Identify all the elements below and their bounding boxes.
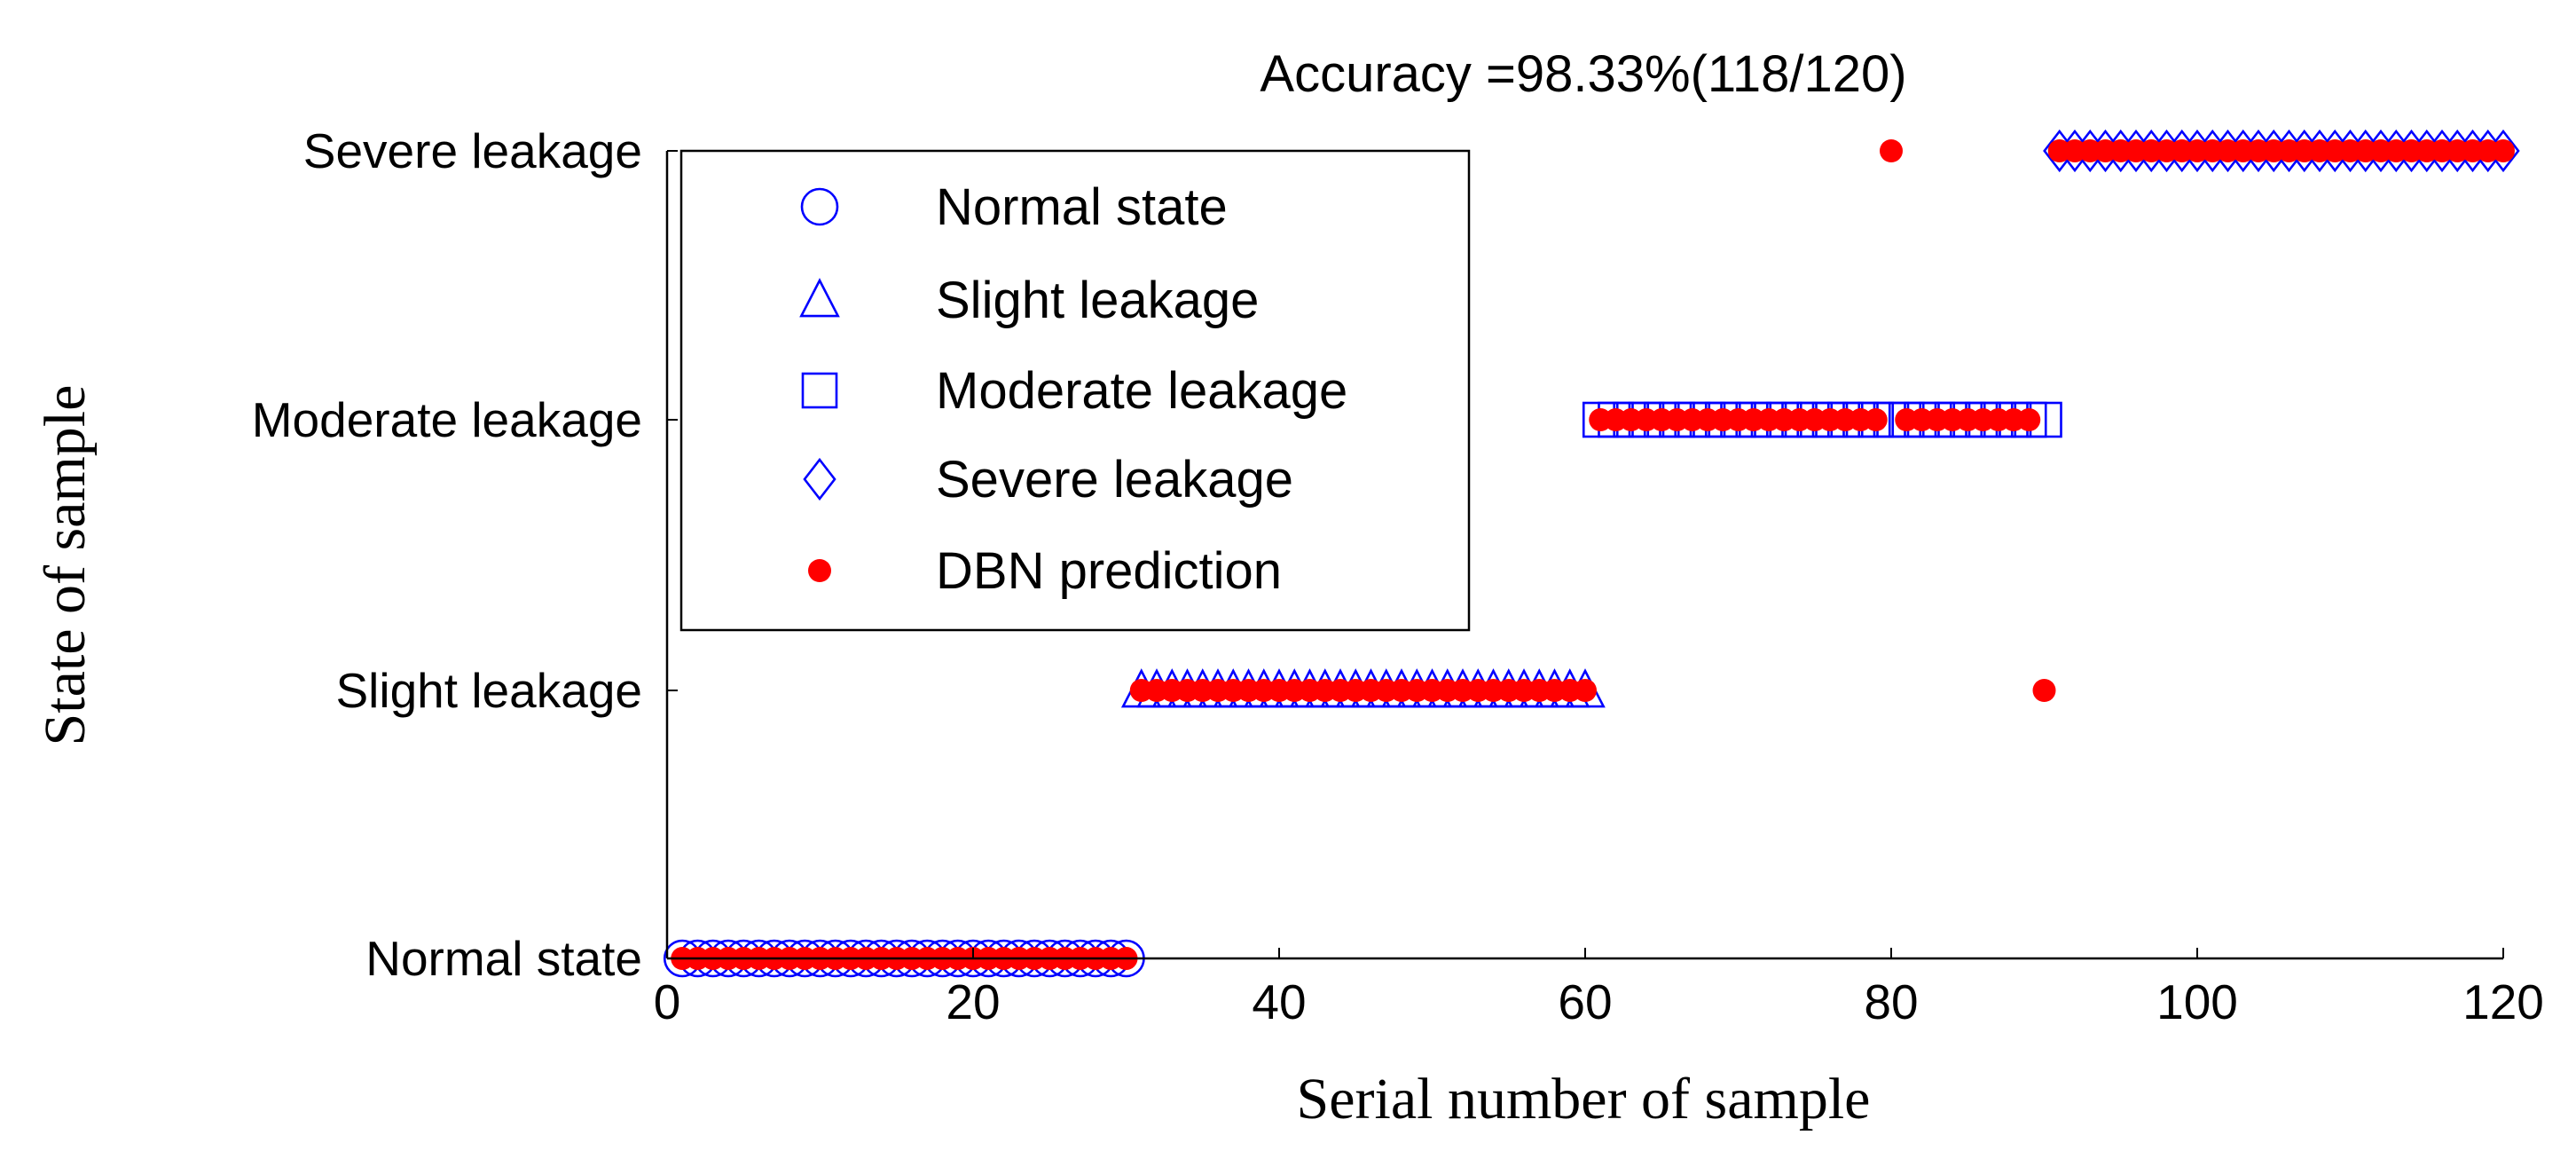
prediction-point — [1864, 408, 1888, 431]
x-tick-label: 60 — [1558, 974, 1612, 1029]
y-tick-label: Normal state — [365, 931, 642, 986]
prediction-point — [2032, 679, 2056, 702]
prediction-point — [1574, 679, 1597, 702]
x-tick-label: 20 — [946, 974, 1000, 1029]
legend-marker — [808, 559, 831, 582]
legend-label: Normal state — [936, 178, 1228, 236]
x-tick-label: 120 — [2462, 974, 2544, 1029]
y-tick-label: Moderate leakage — [252, 392, 642, 447]
y-tick-label: Severe leakage — [303, 123, 642, 178]
legend-label: Severe leakage — [936, 451, 1293, 508]
y-tick-label: Slight leakage — [335, 663, 642, 718]
legend-marker — [799, 278, 840, 318]
data-markers — [663, 129, 2520, 978]
prediction-point — [2492, 139, 2515, 162]
prediction-point — [2017, 408, 2041, 431]
x-tick-label: 80 — [1864, 974, 1918, 1029]
legend-marker — [801, 372, 838, 409]
y-axis-title: State of sample — [33, 385, 98, 746]
x-tick-label: 100 — [2156, 974, 2238, 1029]
legend-box — [679, 149, 1471, 632]
legend-label: DBN prediction — [936, 542, 1282, 600]
x-tick-label: 40 — [1252, 974, 1306, 1029]
legend-marker — [800, 187, 839, 226]
legend-label: Slight leakage — [936, 272, 1259, 329]
legend-label: Moderate leakage — [936, 362, 1347, 420]
axis-ticks: 0 20 40 60 80 100 120 Normal state Slight leakag… — [252, 123, 2544, 1029]
legend-marker — [803, 457, 836, 501]
prediction-point — [1880, 139, 1903, 162]
x-tick-label: 0 — [654, 974, 681, 1029]
x-axis-title: Serial number of sample — [1297, 1067, 1871, 1131]
chart-title: Accuracy =98.33%(118/120) — [1260, 45, 1906, 103]
legend: Normal state Slight leakage Moderate leaka… — [679, 149, 1471, 632]
